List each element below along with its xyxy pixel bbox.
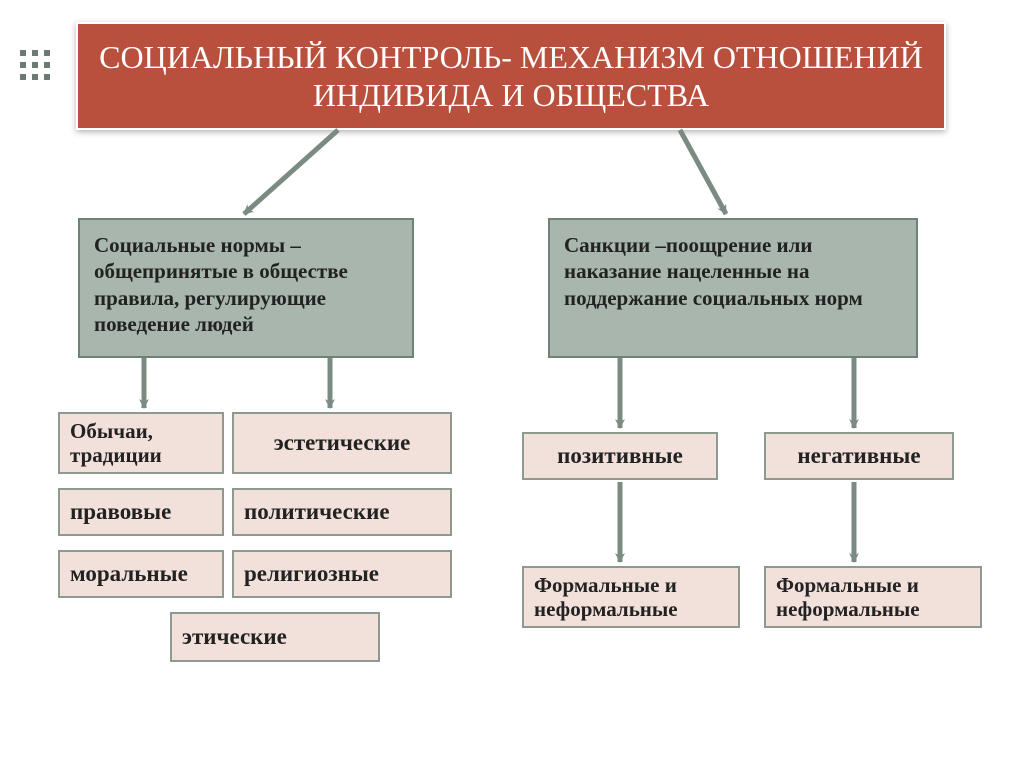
leaf-ethical: этические [170,612,380,662]
leaf-legal: правовые [58,488,224,536]
leaf-aesthetic-text: эстетические [274,430,411,456]
leaf-positive: позитивные [522,432,718,480]
decorative-dots [0,50,62,80]
def-norms-text: Социальные нормы – общепринятые в общест… [94,233,348,336]
leaf-religious: религиозные [232,550,452,598]
def-sanctions-box: Санкции –поощрение или наказание нацелен… [548,218,918,358]
leaf-formal-left-text: Формальные и неформальные [534,573,728,621]
leaf-positive-text: позитивные [557,443,683,469]
leaf-customs-text: Обычаи, традиции [70,419,212,467]
leaf-aesthetic: эстетические [232,412,452,474]
leaf-political: политические [232,488,452,536]
leaf-formal-right: Формальные и неформальные [764,566,982,628]
title-box: СОЦИАЛЬНЫЙ КОНТРОЛЬ- МЕХАНИЗМ ОТНОШЕНИЙ … [76,22,946,130]
def-sanctions-text: Санкции –поощрение или наказание нацелен… [564,233,863,310]
leaf-political-text: политические [244,499,390,525]
leaf-legal-text: правовые [70,499,171,525]
leaf-religious-text: религиозные [244,561,379,587]
leaf-customs: Обычаи, традиции [58,412,224,474]
def-norms-box: Социальные нормы – общепринятые в общест… [78,218,414,358]
leaf-negative-text: негативные [797,443,920,469]
leaf-ethical-text: этические [182,624,287,650]
leaf-negative: негативные [764,432,954,480]
leaf-formal-right-text: Формальные и неформальные [776,573,970,621]
leaf-moral-text: моральные [70,561,188,587]
leaf-formal-left: Формальные и неформальные [522,566,740,628]
title-text: СОЦИАЛЬНЫЙ КОНТРОЛЬ- МЕХАНИЗМ ОТНОШЕНИЙ … [98,38,924,115]
leaf-moral: моральные [58,550,224,598]
